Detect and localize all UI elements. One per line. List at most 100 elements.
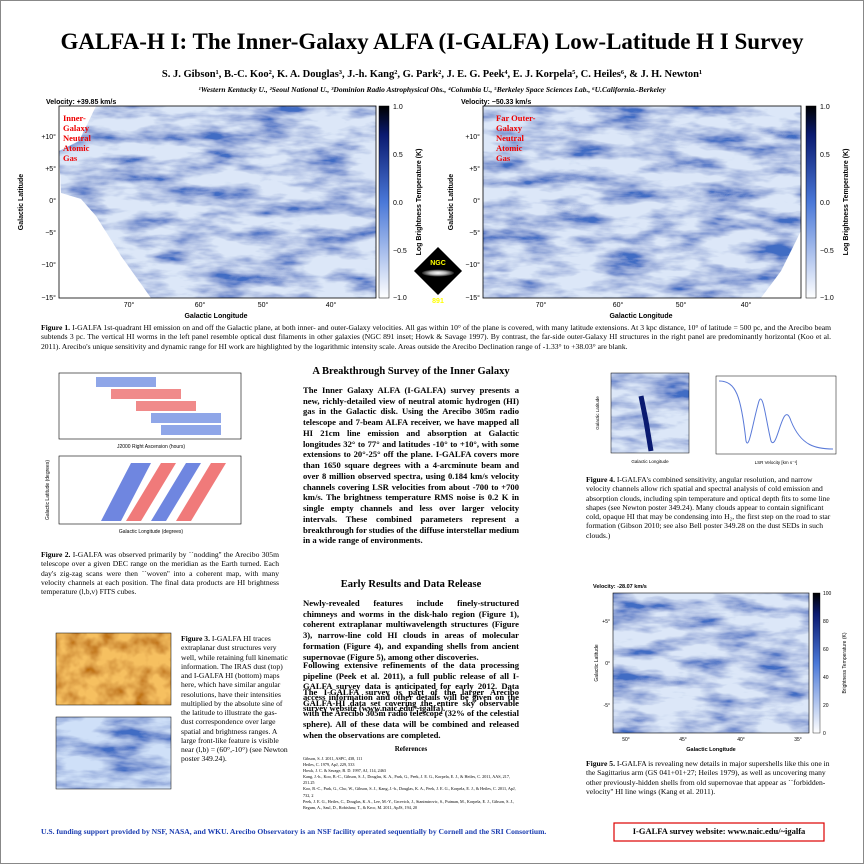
colorbar-tick: 1.0 [820,104,830,111]
hi-map [59,106,376,298]
hi-map [483,106,801,298]
y-tick-label: 0° [473,197,480,205]
colorbar [805,105,817,299]
x-tick-label: 50° [676,301,687,309]
y-tick-label: −5° [469,229,480,237]
panel-label: Galaxy [63,123,90,133]
reference: Koo, B.-C., Park, G., Cho, W., Gibson, S… [303,786,516,798]
paragraph: Newly-revealed features include finely-s… [303,598,519,662]
scan-band [176,463,226,521]
caption-text: I-GALFA is revealing new details in majo… [586,759,830,796]
axes-frame [55,716,172,790]
affiliations: ¹Western Kentucky U., ²Seoul National U.… [198,85,666,94]
caption-text: I-GALFA HI traces extraplanar dust struc… [181,634,288,764]
panel-label: Neutral [496,133,524,143]
velocity-label: Velocity: -28.07 km/s [593,584,647,590]
x-axis-label: LSR Velocity [km s⁻¹] [755,460,798,465]
website[interactable]: I-GALFA survey website: www.naic.edu/~ig… [632,826,806,836]
y-tick-label: +5° [469,165,480,173]
y-axis-label: Galactic Latitude [448,174,455,231]
references-list: Gibson, S. J. 2011, ASPC, 438, 111 Heile… [303,756,519,811]
figure5-caption: Figure 5. I-GALFA is revealing new detai… [586,759,836,796]
colorbar-tick: −1.0 [820,295,834,302]
y-axis-label: Galactic Latitude [594,644,600,681]
colorbar-label: Log Brightness Temperature (K) [843,149,850,256]
scan-band [151,463,201,521]
authors: S. J. Gibson¹, B.-C. Koo², K. A. Douglas… [162,69,702,80]
inset-label: 891 [432,298,444,305]
section-heading: Early Results and Data Release [340,579,482,590]
velocity-label: Velocity: −50.33 km/s [461,99,531,106]
ngc891-inset: NGC 891 [413,246,463,305]
y-axis-label: Galactic Latitude [595,396,600,430]
colorbar-label: Log Brightness Temperature (K) [416,149,423,256]
caption-text: I-GALFA was observed primarily by ``nodd… [41,550,280,596]
inset-label: NGC [430,260,446,267]
figure4-caption: Figure 4. I-GALFA's combined sensitivity… [586,475,836,540]
colorbar-tick: −0.5 [820,248,834,255]
caption-label: Figure 1. [41,323,71,332]
website-box [613,822,825,842]
colorbar-tick: 100 [823,591,832,597]
paragraph: Following extensive refinements of the d… [303,660,519,713]
y-tick-label: −15° [465,294,480,302]
scan-block [96,377,156,387]
y-tick-label: -5° [604,703,610,709]
x-tick-label: 50° [258,301,269,309]
scan-band [101,463,151,521]
hi-map [613,593,809,733]
axes-frame [58,105,377,299]
y-tick-label: 0° [49,197,56,205]
paragraph: The I-GALFA survey is part of the larger… [303,687,519,740]
spectrum-curve [718,380,834,450]
y-axis-label: Galactic Latitude [18,174,25,231]
colorbar [378,105,390,299]
caption-text: I-GALFA 1st-quadrant HI emission on and … [41,323,832,351]
colorbar-tick: 0.0 [820,200,830,207]
caption-label: Figure 5. [586,759,615,768]
x-tick-label: 50° [622,737,630,743]
axes-frame [610,372,690,454]
velocity-label: Velocity: +39.85 km/s [46,99,116,106]
reference: Peek, J. E. G., Heiles, C., Douglas, K. … [303,798,515,810]
panel-label: Gas [63,153,78,163]
caption-label: Figure 4. [586,475,615,484]
scan-block [111,389,181,399]
colorbar-tick: 0.5 [393,152,403,159]
x-axis-label: Galactic Longitude [184,313,247,320]
x-tick-label: 40° [741,301,752,309]
figure2-graphic: J2000 Right Ascension (hours) Galactic L… [45,372,242,535]
colorbar-tick: 80 [823,619,829,625]
colorbar-tick: 20 [823,703,829,709]
panel-label: Atomic [496,143,523,153]
colorbar-tick: 40 [823,675,829,681]
figure2-caption: Figure 2. I-GALFA was observed primarily… [41,550,279,596]
y-tick-label: +10° [465,133,480,141]
panel-label: Galaxy [496,123,523,133]
x-axis-label: Galactic Longitude [609,313,672,320]
x-tick-label: 60° [195,301,206,309]
caption-label: Figure 3. [181,634,210,643]
colorbar-tick: 0.5 [820,152,830,159]
scan-band [126,463,176,521]
x-tick-label: 60° [613,301,624,309]
spectrum-frame [715,375,837,455]
caption-text: I-GALFA's combined sensitivity, angular … [586,475,831,540]
x-axis-label: Galactic Longitude (degrees) [119,529,184,535]
title: GALFA-H I: The Inner-Galaxy ALFA (I-GALF… [60,29,804,54]
x-tick-label: 45° [679,737,687,743]
colorbar-tick: 60 [823,647,829,653]
caption-label: Figure 2. [41,550,71,559]
scan-block [161,425,221,435]
axes-frame [482,105,802,299]
colorbar [812,592,821,734]
cold-filament [638,395,654,452]
x-tick-label: 40° [326,301,337,309]
panel-label: Inner- [63,113,86,123]
panel-label: Atomic [63,143,90,153]
figure3-caption: Figure 3. I-GALFA HI traces extraplanar … [181,634,289,764]
y-tick-label: 0° [605,661,610,667]
colorbar-tick: 1.0 [393,104,403,111]
x-axis-label: J2000 Right Ascension (hours) [117,444,185,450]
